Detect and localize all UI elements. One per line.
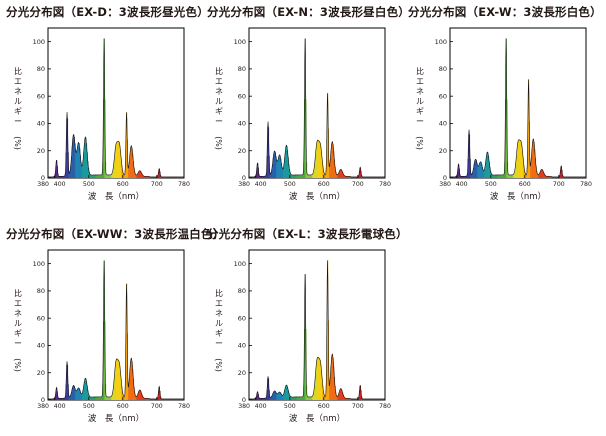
y-tick-label: 60 (238, 314, 246, 322)
y-tick-label: 60 (37, 92, 45, 100)
y-axis-label: 比エネルギー (14, 288, 22, 348)
y-tick-label: 100 (33, 260, 45, 268)
y-tick-label: 80 (37, 287, 45, 295)
x-tick-label: 500 (485, 181, 497, 188)
x-tick-label: 700 (352, 181, 364, 188)
x-tick-label: 400 (255, 181, 267, 188)
y-tick-label: 100 (234, 38, 246, 46)
x-tick-label: 780 (379, 181, 391, 188)
x-tick-label: 400 (456, 181, 468, 188)
x-tick-label: 780 (178, 181, 190, 188)
x-tick-label: 500 (284, 181, 296, 188)
x-tick-label: 380 (238, 403, 250, 410)
x-tick-label: 400 (54, 181, 66, 188)
y-axis-label: 比エネルギー (416, 66, 424, 126)
x-tick-label: 380 (37, 181, 49, 188)
x-tick-label: 780 (178, 403, 190, 410)
chart-title: 分光分布図（EX-N：3波長形昼白色） (207, 4, 410, 20)
x-tick-label: 400 (255, 403, 267, 410)
y-tick-label: 60 (238, 92, 246, 100)
x-tick-label: 700 (553, 181, 565, 188)
x-axis-label: 波 長（nm） (289, 191, 345, 202)
y-tick-label: 100 (234, 260, 246, 268)
y-tick-label: 80 (37, 65, 45, 73)
y-axis-label: 比エネルギー (14, 66, 22, 126)
x-tick-label: 380 (37, 403, 49, 410)
x-tick-label: 600 (318, 403, 330, 410)
y-axis-unit: (%) (13, 358, 22, 372)
chart-title: 分光分布図（EX-L：3波長形電球色） (207, 226, 408, 242)
x-tick-label: 600 (117, 181, 129, 188)
x-tick-label: 700 (151, 181, 163, 188)
y-tick-label: 20 (37, 369, 45, 377)
x-tick-label: 780 (379, 403, 391, 410)
y-tick-label: 40 (238, 120, 246, 128)
chart-title: 分光分布図（EX-WW：3波長形温白色） (6, 226, 224, 242)
y-tick-label: 80 (439, 65, 447, 73)
chart-title: 分光分布図（EX-D：3波長形昼光色） (6, 4, 209, 20)
y-tick-label: 80 (238, 287, 246, 295)
y-tick-label: 60 (439, 92, 447, 100)
x-tick-label: 700 (352, 403, 364, 410)
chart-title: 分光分布図（EX-W：3波長形白色） (408, 4, 602, 20)
x-tick-label: 500 (83, 181, 95, 188)
x-tick-label: 700 (151, 403, 163, 410)
y-axis-label: 比エネルギー (215, 66, 223, 126)
y-axis-unit: (%) (214, 136, 223, 150)
y-axis-unit: (%) (214, 358, 223, 372)
y-tick-label: 40 (37, 342, 45, 350)
x-tick-label: 380 (238, 181, 250, 188)
x-tick-label: 500 (83, 403, 95, 410)
x-tick-label: 600 (519, 181, 531, 188)
y-tick-label: 40 (439, 120, 447, 128)
x-tick-label: 600 (117, 403, 129, 410)
y-axis-label: 比エネルギー (215, 288, 223, 348)
x-axis-label: 波 長（nm） (88, 191, 144, 202)
y-axis-unit: (%) (13, 136, 22, 150)
y-tick-label: 100 (435, 38, 447, 46)
x-tick-label: 780 (580, 181, 592, 188)
y-tick-label: 40 (238, 342, 246, 350)
y-tick-label: 60 (37, 314, 45, 322)
x-tick-label: 400 (54, 403, 66, 410)
y-tick-label: 100 (33, 38, 45, 46)
x-axis-label: 波 長（nm） (289, 413, 345, 424)
x-tick-label: 500 (284, 403, 296, 410)
y-tick-label: 20 (238, 369, 246, 377)
x-tick-label: 600 (318, 181, 330, 188)
y-tick-label: 20 (37, 147, 45, 155)
x-axis-label: 波 長（nm） (88, 413, 144, 424)
y-axis-unit: (%) (415, 136, 424, 150)
y-tick-label: 20 (439, 147, 447, 155)
y-tick-label: 20 (238, 147, 246, 155)
y-tick-label: 80 (238, 65, 246, 73)
x-axis-label: 波 長（nm） (490, 191, 546, 202)
x-tick-label: 380 (439, 181, 451, 188)
y-tick-label: 40 (37, 120, 45, 128)
